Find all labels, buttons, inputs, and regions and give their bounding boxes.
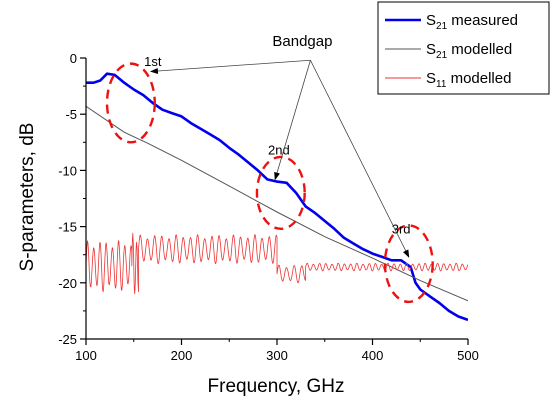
y-tick-label-1: -5 [65,107,77,122]
y-tick-label-0: 0 [70,51,77,66]
legend-rest-2: modelled [446,70,511,87]
legend-sub-0: 21 [436,21,448,32]
legend-entry-1: S21 modelled [426,41,512,61]
series-line-1 [86,105,468,302]
legend-entry-0: S21 measured [426,12,518,32]
legend-sub-1: 21 [436,50,448,61]
x-tick-label-4: 500 [457,348,479,363]
y-tick-label-3: -15 [58,220,77,235]
plot-area [86,72,468,322]
legend-main-0: S [426,12,436,29]
axes: 100 200 300 400 500 0 -5 -10 -15 -20 -25 [58,51,479,363]
bandgap-label: Bandgap [272,33,332,50]
legend-entry-2: S11 modelled [426,70,511,90]
bandgap-circle-2 [255,155,306,231]
legend-main-1: S [426,41,436,58]
x-tick-label-1: 200 [171,348,193,363]
y-axis-title: S-parameters, dB [17,123,38,272]
series-group [86,72,468,322]
bandgap-arrow-1 [149,59,311,74]
series-line-2 [86,232,468,295]
x-tick-label-2: 300 [266,348,288,363]
y-tick-label-4: -20 [58,276,77,291]
region-label-2: 2nd [268,143,290,158]
y-tick-label-2: -10 [58,163,77,178]
bandgap-circle-1 [105,62,156,144]
x-tick-label-0: 100 [75,348,97,363]
y-tick-label-5: -25 [58,332,77,347]
x-axis-title: Frequency, GHz [208,376,345,397]
legend-main-2: S [426,70,436,87]
bandgap-circle-3 [383,224,434,304]
bandgap-arrow-2 [274,60,311,181]
series-line-0 [86,72,468,322]
legend-rest-0: measured [447,12,518,29]
legend-box [377,1,550,95]
region-label-1: 1st [144,54,162,69]
x-tick-label-3: 400 [362,348,384,363]
legend-sub-2: 11 [436,79,447,90]
legend-rest-1: modelled [447,41,512,58]
bandgap-arrow-3 [310,60,410,258]
